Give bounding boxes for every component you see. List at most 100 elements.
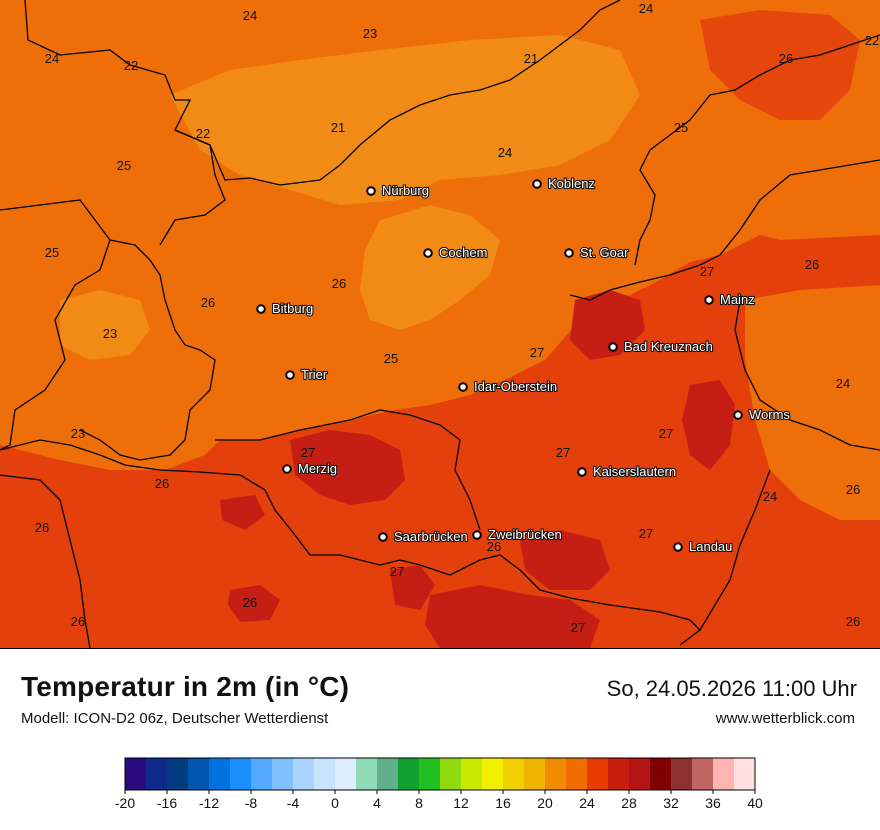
temperature-value: 27 [556,445,570,460]
map-title: Temperatur in 2m (in °C) [21,671,350,702]
temp-zone-21b [360,205,500,330]
temp-zone-27g [390,565,435,610]
temperature-value: 22 [196,126,210,141]
city-name: Trier [301,367,328,382]
temp-zone-27e [520,530,610,590]
legend-tick-label: 32 [663,795,679,811]
temp-zone-27a [290,430,405,505]
website-link[interactable]: www.wetterblick.com [715,710,855,727]
city-name: Nürburg [382,183,429,198]
city-name: Bad Kreuznach [624,339,713,354]
legend-tick-label: 24 [579,795,595,811]
temperature-value: 25 [384,351,398,366]
city-name: Kaiserslautern [593,464,676,479]
city-dot [366,186,376,196]
color-scale-legend: -20 -16 -12 -8 -4 0 4 8 12 16 20 24 28 32 36 40 [115,755,765,815]
legend-tick-label: -12 [199,795,219,811]
temperature-value: 25 [45,245,59,260]
temperature-value: 26 [487,539,501,554]
legend-color-swatch [146,758,168,790]
forecast-datetime: So, 24.05.2026 11:00 Uhr [606,676,857,701]
temperature-value: 26 [846,614,860,629]
legend-color-swatch [692,758,714,790]
city-name: Landau [689,539,732,554]
temperature-value: 22 [124,58,138,73]
temperature-value: 23 [103,326,117,341]
legend-tick-label: 16 [495,795,511,811]
city-dot [423,248,433,258]
temperature-value: 26 [779,51,793,66]
temp-zone-27h [220,495,265,530]
cities-layer: Nürburg Koblenz Cochem St. Goar Bitburg Mainz… [256,175,792,555]
temperature-value: 26 [71,614,85,629]
temperature-value: 26 [35,520,49,535]
temperature-value: 26 [201,295,215,310]
legend-color-swatch [419,758,441,790]
city-marker: St. Goar [564,244,630,261]
legend-color-swatch [230,758,252,790]
temperature-value: 27 [639,526,653,541]
temp-zone-27b [570,290,645,360]
temperature-value: 27 [571,620,585,635]
temperature-value: 27 [530,345,544,360]
legend-color-swatch [545,758,567,790]
city-marker: Merzig [282,460,338,477]
city-marker: Koblenz [532,175,596,192]
city-marker: Bitburg [256,300,314,317]
legend-color-swatch [293,758,315,790]
legend-color-swatch [440,758,462,790]
legend-tick-label: 36 [705,795,721,811]
temperature-value: 22 [865,33,879,48]
temperature-value: 26 [846,482,860,497]
legend-tick-label: 40 [747,795,763,811]
temperature-value: 23 [71,426,85,441]
city-marker: Mainz [704,291,756,308]
city-dot [285,370,295,380]
city-marker: Landau [673,538,733,555]
legend-color-swatch [251,758,273,790]
city-name: Bitburg [272,301,313,316]
temp-zone-21 [170,35,640,205]
legend-color-swatch [272,758,294,790]
legend-tick-label: 8 [415,795,423,811]
city-marker: Zweibrücken [472,526,563,543]
temp-zone-24-east [745,285,880,520]
legend-tick-label: 0 [331,795,339,811]
legend-tick-label: 4 [373,795,381,811]
city-name: Cochem [439,245,487,260]
legend-tick-label: 28 [621,795,637,811]
legend-color-swatch [335,758,357,790]
legend-color-swatch [650,758,672,790]
temperature-value: 27 [700,264,714,279]
legend-color-swatch [314,758,336,790]
city-marker: Worms [733,406,792,423]
temperature-value: 27 [659,426,673,441]
temperature-value: 24 [243,8,257,23]
legend-color-swatch [734,758,756,790]
temperature-value: 26 [332,276,346,291]
legend-tick-label: -20 [115,795,135,811]
legend-color-swatch [461,758,483,790]
city-marker: Bad Kreuznach [608,338,714,355]
temperature-value: 27 [390,564,404,579]
temperature-value: 24 [639,1,653,16]
borders [0,0,880,648]
border-fr-interior [0,474,91,648]
legend-color-swatch [398,758,420,790]
city-dot [733,410,743,420]
temperature-value: 25 [117,158,131,173]
border-rlp-bw [734,299,880,451]
temp-zone-27d [425,585,600,648]
temperature-value: 21 [331,120,345,135]
temperature-map: 24 24 23 24 22 21 22 26 21 22 25 24 25 25 26 27 26 26 23 27… [0,0,880,649]
city-name: St. Goar [580,245,629,260]
city-dot [704,295,714,305]
model-source: Modell: ICON-D2 06z, Deutscher Wetterdie… [21,710,329,727]
legend-tick-label: 12 [453,795,469,811]
city-dot [378,532,388,542]
legend-color-swatch [503,758,525,790]
city-marker: Trier [285,366,329,383]
city-name: Merzig [298,461,337,476]
city-dot [577,467,587,477]
legend-color-swatch [209,758,231,790]
